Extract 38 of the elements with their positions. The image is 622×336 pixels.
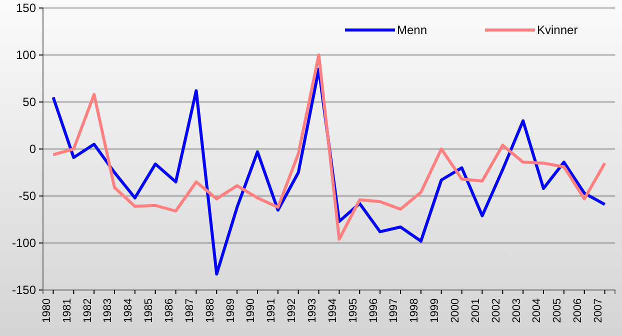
x-tick-label: 2004 xyxy=(531,298,544,323)
x-tick-label: 1994 xyxy=(326,298,339,323)
y-tick-label: -100 xyxy=(12,236,36,250)
x-tick-label: 1999 xyxy=(429,298,442,323)
x-tick-label: 1992 xyxy=(286,298,298,323)
y-tick-label: -150 xyxy=(12,282,36,297)
x-tick-label: 1984 xyxy=(122,298,135,323)
x-tick-label: 1990 xyxy=(245,298,258,323)
x-tick-label: 1995 xyxy=(347,298,360,323)
x-tick-label: 2001 xyxy=(470,298,482,323)
x-tick-label: 1991 xyxy=(266,298,278,323)
y-tick-label: 150 xyxy=(16,0,36,15)
x-tick-label: 2000 xyxy=(449,298,462,323)
y-tick-label: 0 xyxy=(29,142,36,156)
x-tick-label: 1997 xyxy=(388,298,400,323)
legend-label: Kvinner xyxy=(537,23,578,37)
x-tick-label: 1996 xyxy=(368,298,380,323)
y-tick-label: 100 xyxy=(16,48,36,62)
x-tick-label: 2007 xyxy=(592,298,604,323)
x-tick-label: 1987 xyxy=(184,298,196,323)
x-tick-label: 2005 xyxy=(552,298,564,323)
y-tick-label: 50 xyxy=(22,94,36,109)
x-tick-label: 1985 xyxy=(143,298,156,323)
x-tick-label: 2003 xyxy=(510,298,523,323)
legend-label: Menn xyxy=(397,23,428,37)
x-tick-label: 1983 xyxy=(102,298,114,323)
x-tick-label: 1989 xyxy=(224,298,237,323)
y-tick-label: -50 xyxy=(18,188,36,203)
x-tick-label: 1998 xyxy=(408,298,421,323)
x-tick-label: 2006 xyxy=(572,298,584,323)
x-tick-label: 2002 xyxy=(490,298,502,323)
line-series xyxy=(52,54,606,241)
x-tick-label: 1988 xyxy=(204,298,216,323)
x-tick-label: 1982 xyxy=(82,298,94,323)
x-tick-label: 1986 xyxy=(163,298,176,323)
x-tick-label: 1980 xyxy=(40,298,53,323)
x-tick-label: 1993 xyxy=(306,298,318,323)
x-tick-label: 1981 xyxy=(61,298,74,323)
